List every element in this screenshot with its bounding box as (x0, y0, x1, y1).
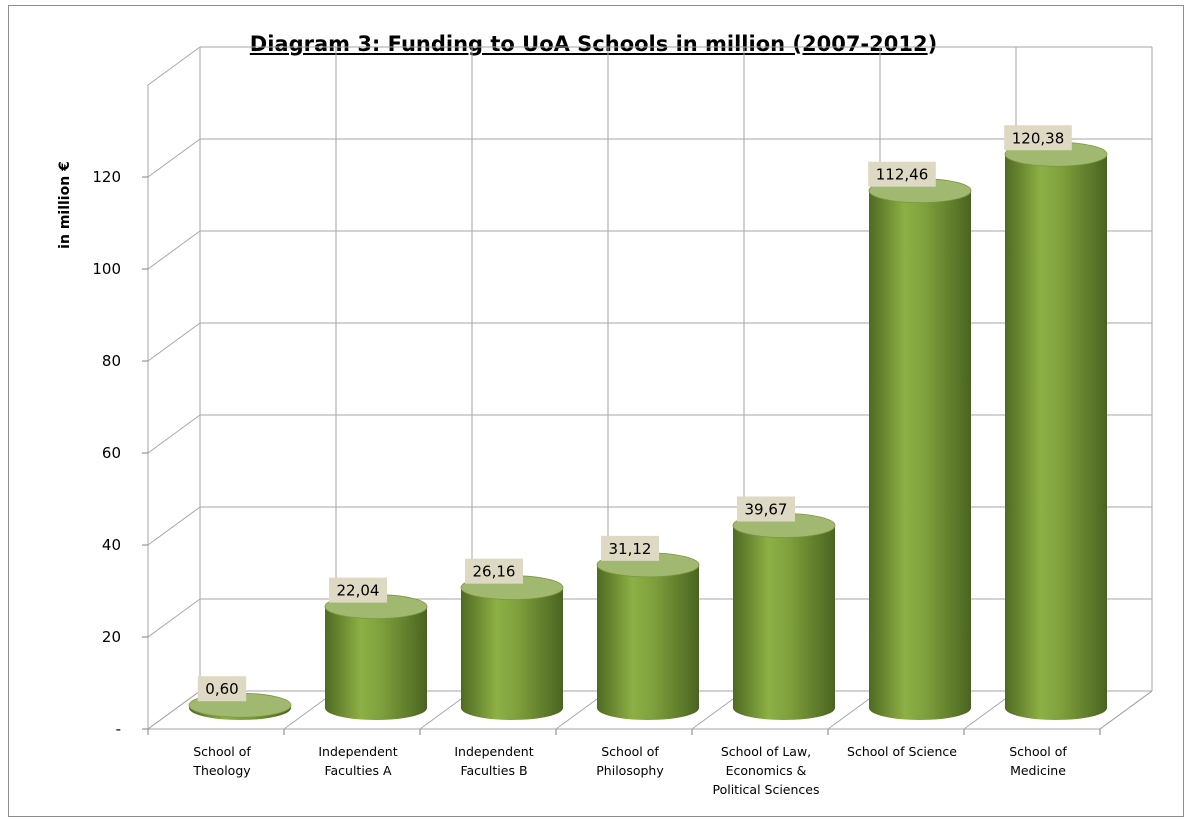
bar-group (1004, 141, 1108, 720)
gridline-side (147, 322, 201, 362)
bar-group (868, 178, 972, 720)
category-label: Faculties B (460, 763, 527, 778)
chart-title: Diagram 3: Funding to UoA Schools in mil… (0, 32, 1187, 56)
y-tick-label: 120 (92, 168, 121, 186)
chart-title-tail: ) (927, 32, 938, 56)
data-label-box (601, 535, 659, 561)
category-label: Faculties A (324, 763, 392, 778)
data-label-box (868, 161, 936, 187)
data-label-box (197, 676, 247, 702)
gridline-side (147, 46, 201, 86)
category-label: School of (601, 744, 659, 759)
bar-group (460, 575, 564, 720)
category-label: Theology (192, 763, 251, 778)
floor-divider (1099, 690, 1153, 730)
category-label: School of (1009, 744, 1067, 759)
data-label: 26,16 (473, 563, 516, 581)
data-label: 112,46 (876, 166, 929, 184)
data-label: 120,38 (1012, 129, 1065, 147)
data-label-box (1004, 125, 1072, 151)
gridline-side (147, 138, 201, 178)
gridline-side (147, 230, 201, 270)
gridline-side (147, 414, 201, 454)
y-tick-label: 60 (102, 444, 121, 462)
data-label: 31,12 (609, 540, 652, 558)
data-label-box (737, 496, 795, 522)
gridline-side (147, 506, 201, 546)
data-label-box (329, 577, 387, 603)
y-axis-title: in million € (57, 161, 73, 249)
bar-group (324, 594, 428, 720)
bar-group (596, 552, 700, 720)
category-label: Economics & (726, 763, 807, 778)
category-label: Philosophy (596, 763, 664, 778)
category-label: School of (193, 744, 251, 759)
bar-body (733, 525, 835, 720)
y-tick-label: 40 (102, 536, 121, 554)
bar-body (325, 606, 427, 720)
data-label: 39,67 (745, 501, 788, 519)
y-tick-label: 100 (92, 260, 121, 278)
chart-title-main: Diagram 3: Funding to UoA Schools in mil… (249, 32, 928, 56)
bar-group (732, 513, 836, 720)
y-tick-label: - (116, 720, 121, 738)
bar-body (597, 564, 699, 720)
gridline-side (147, 598, 201, 638)
data-label: 22,04 (337, 582, 380, 600)
y-tick-label: 20 (102, 628, 121, 646)
bar-body (461, 587, 563, 720)
data-label: 0,60 (205, 680, 238, 698)
floor-divider (147, 690, 201, 730)
y-tick-label: 80 (102, 352, 121, 370)
category-label: Medicine (1010, 763, 1066, 778)
category-label: School of Science (847, 744, 957, 759)
category-label: Independent (454, 744, 533, 759)
category-label: Political Sciences (712, 782, 819, 797)
data-label-box (465, 558, 523, 584)
category-label: School of Law, (721, 744, 811, 759)
category-label: Independent (318, 744, 397, 759)
bar-body (1005, 154, 1107, 720)
bar-body (869, 190, 971, 720)
